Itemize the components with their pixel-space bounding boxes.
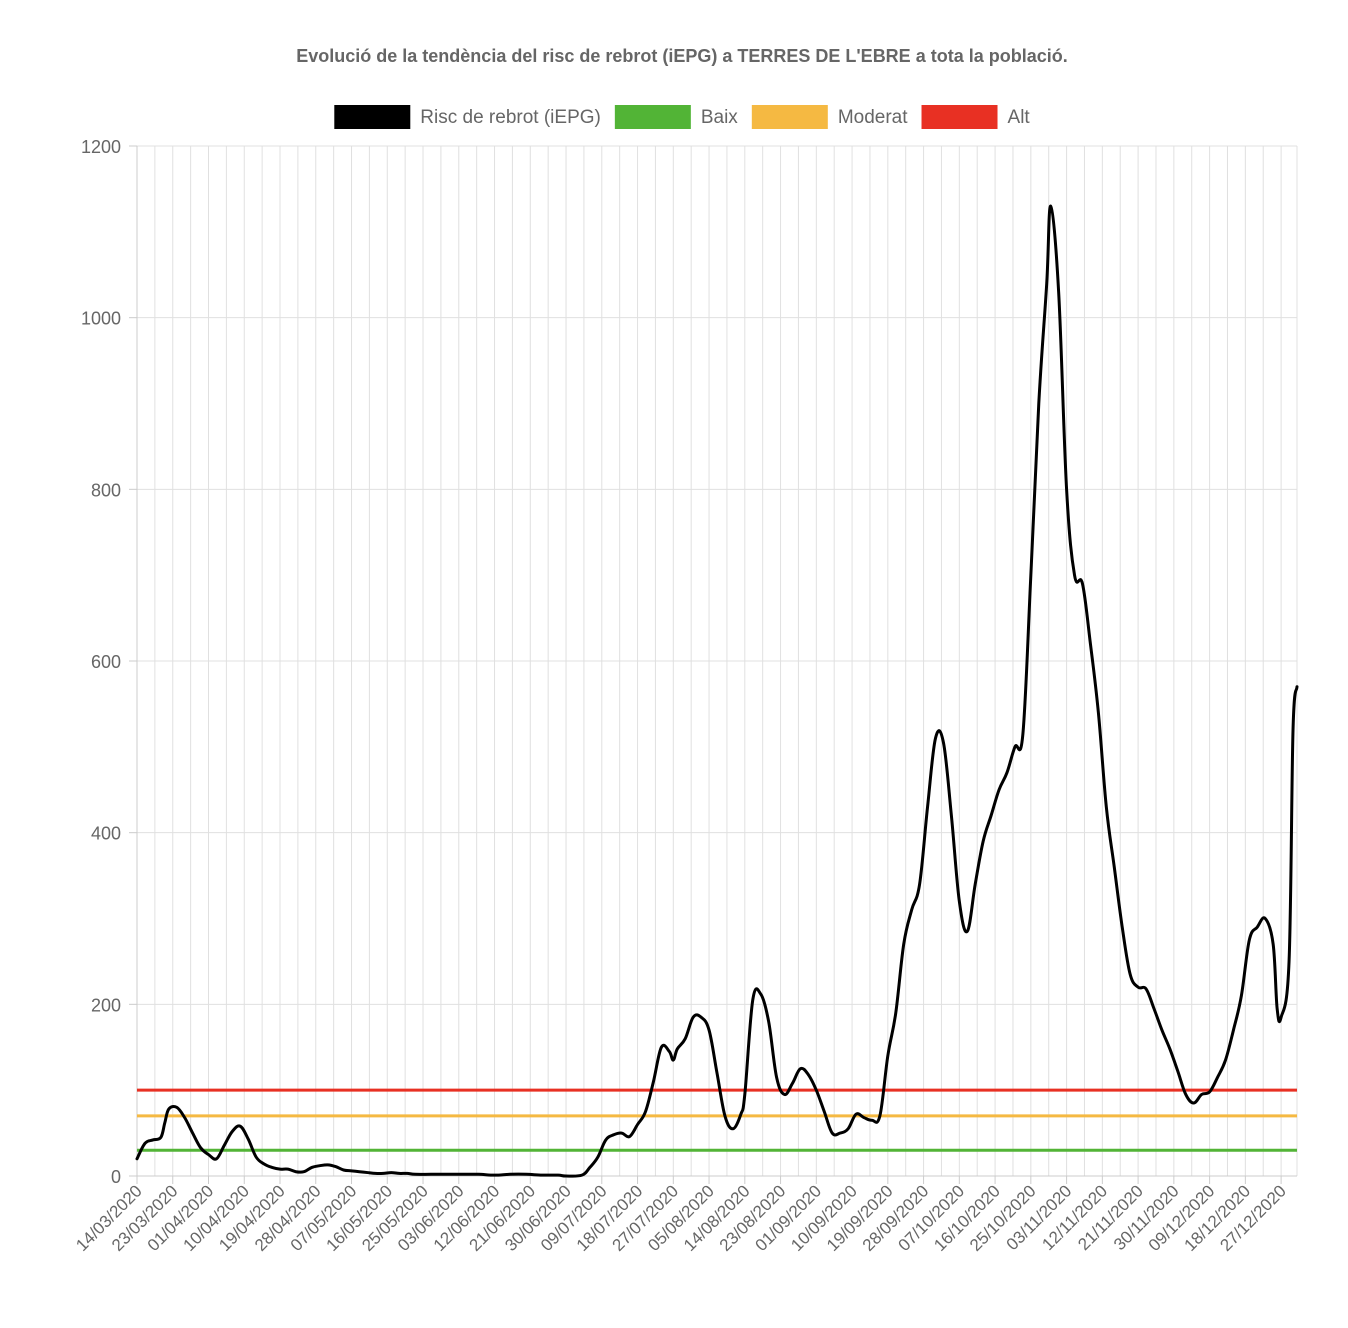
legend-label: Baix — [701, 107, 738, 128]
legend-swatch — [751, 105, 828, 129]
y-tick-label: 0 — [111, 1167, 121, 1187]
legend-swatch — [921, 105, 998, 129]
legend-label: Alt — [1008, 107, 1031, 128]
legend-swatch — [614, 105, 691, 129]
threshold-lines — [137, 1088, 1297, 1152]
y-tick-label: 800 — [91, 480, 121, 500]
grid — [136, 145, 1298, 1177]
y-tick-label: 1000 — [81, 309, 121, 329]
legend[interactable]: Risc de rebrot (iEPG) Baix Moderat Alt — [334, 105, 1030, 129]
y-tick-label: 1200 — [81, 137, 121, 157]
series-line-iepg — [135, 204, 1299, 1178]
legend-item[interactable]: Alt — [921, 105, 1031, 129]
legend-item[interactable]: Moderat — [751, 105, 908, 129]
legend-swatch — [334, 105, 411, 129]
legend-item[interactable]: Baix — [614, 105, 738, 129]
y-axis: 0 200 400 600 800 1000 1200 — [81, 137, 138, 1187]
y-tick-label: 600 — [91, 652, 121, 672]
legend-label: Moderat — [838, 107, 908, 128]
y-tick-label: 400 — [91, 824, 121, 844]
series-group — [135, 204, 1299, 1178]
legend-item[interactable]: Risc de rebrot (iEPG) — [334, 105, 601, 129]
x-axis: 14/03/202023/03/202001/04/202010/04/2020… — [72, 1175, 1297, 1255]
legend-label: Risc de rebrot (iEPG) — [420, 107, 601, 128]
y-tick-label: 200 — [91, 995, 121, 1015]
chart-title: Evolució de la tendència del risc de reb… — [296, 46, 1067, 66]
